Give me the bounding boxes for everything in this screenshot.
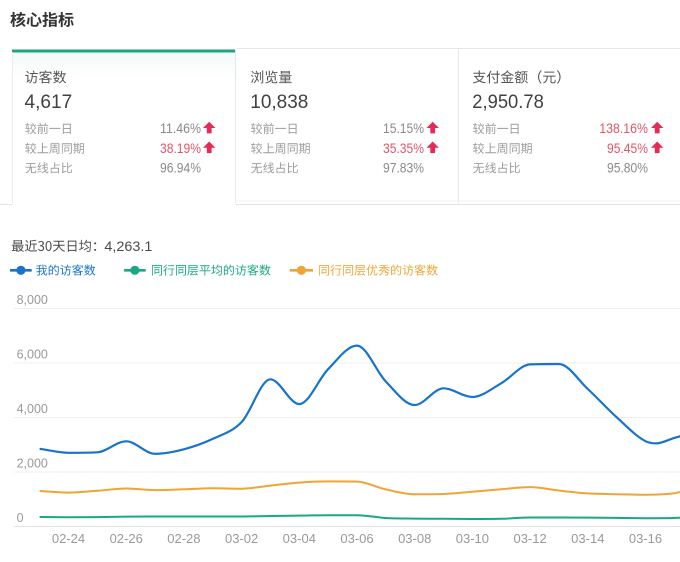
svg-text:2,950.78: 2,950.78 [472,92,544,113]
svg-text:96.94%: 96.94% [160,159,201,175]
svg-text:03-08: 03-08 [398,531,431,546]
svg-text:03-12: 03-12 [513,531,546,546]
svg-text:02-26: 02-26 [110,531,143,546]
svg-text:6,000: 6,000 [17,348,48,362]
svg-text:8,000: 8,000 [17,293,48,307]
svg-text:03-06: 03-06 [340,531,373,546]
svg-text:4,263.1: 4,263.1 [104,239,152,254]
svg-text:138.16%: 138.16% [599,120,648,136]
svg-text:03-04: 03-04 [283,531,316,546]
svg-text:38.19%: 38.19% [160,140,201,156]
svg-text:11.46%: 11.46% [160,120,201,136]
svg-text:03-10: 03-10 [456,531,489,546]
svg-text:03-14: 03-14 [571,531,604,546]
svg-text:03-02: 03-02 [225,531,258,546]
svg-text:35.35%: 35.35% [383,140,424,156]
svg-text:4,617: 4,617 [25,92,73,113]
svg-text:03-16: 03-16 [629,531,662,546]
svg-text:95.80%: 95.80% [607,159,648,175]
svg-text:4,000: 4,000 [17,402,48,416]
svg-text:0: 0 [17,511,24,525]
svg-text:15.15%: 15.15% [383,120,424,136]
svg-text:02-28: 02-28 [167,531,200,546]
svg-text:95.45%: 95.45% [607,140,648,156]
svg-text:10,838: 10,838 [250,92,308,113]
svg-text:2,000: 2,000 [17,457,48,471]
svg-text:02-24: 02-24 [52,531,85,546]
svg-text:97.83%: 97.83% [383,159,424,175]
